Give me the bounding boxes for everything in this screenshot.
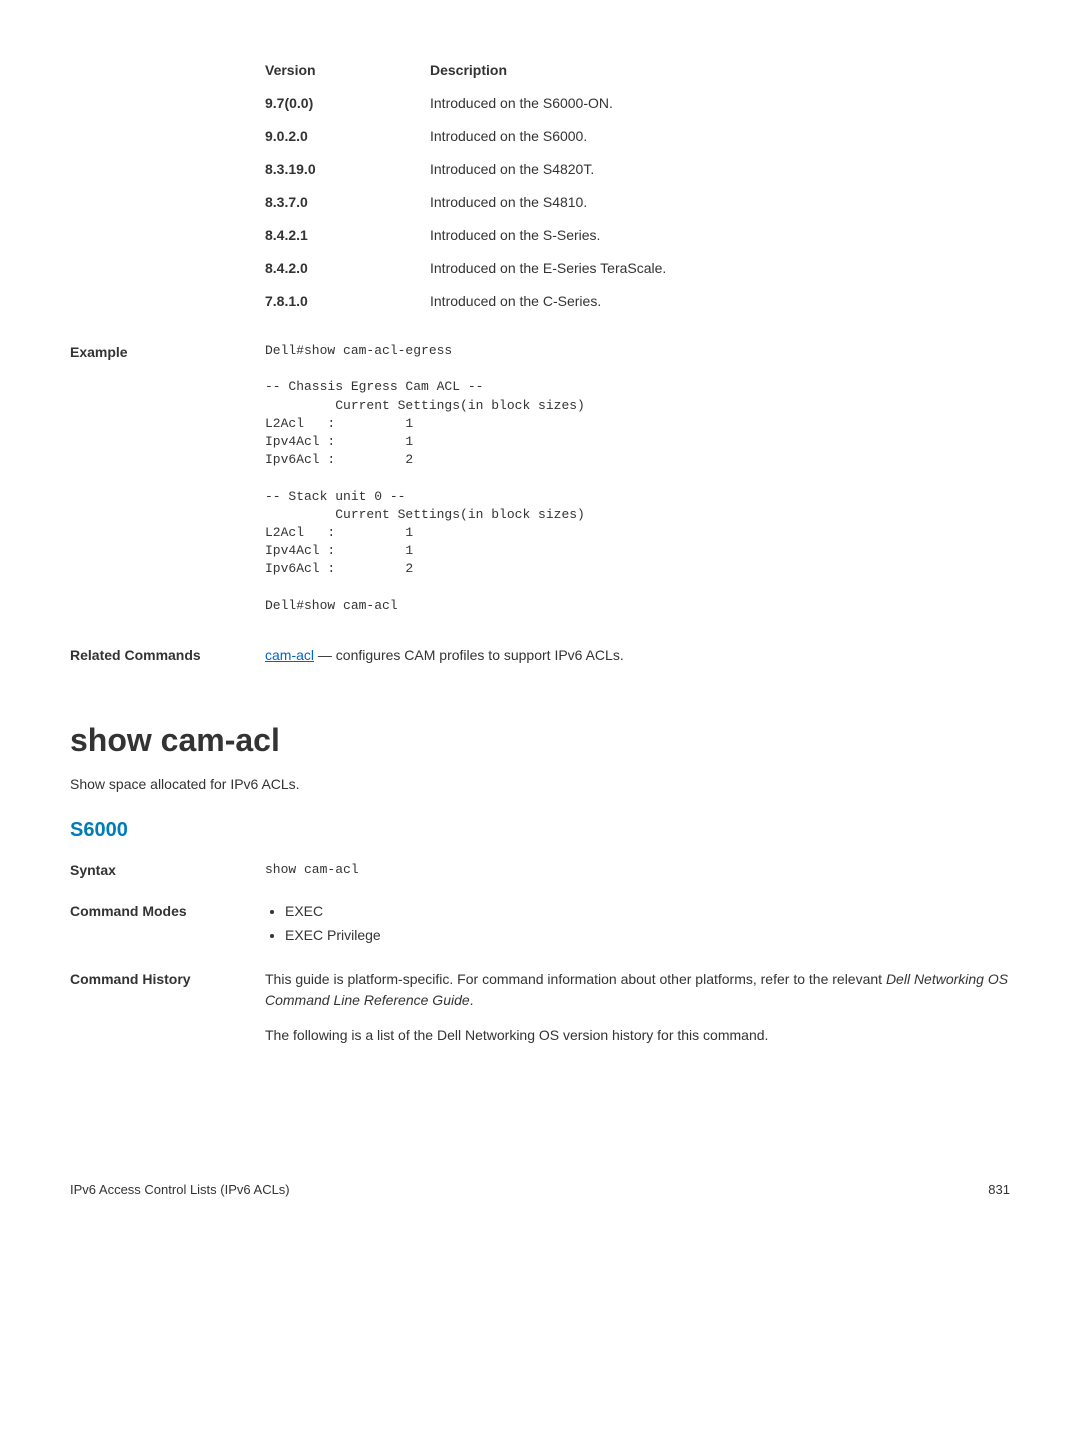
example-section: Example Dell#show cam-acl-egress -- Chas…	[70, 342, 1010, 615]
header-description: Description	[430, 60, 1010, 81]
related-label: Related Commands	[70, 645, 265, 666]
example-label: Example	[70, 342, 265, 615]
version-row: 8.3.19.0 Introduced on the S4820T.	[265, 159, 1010, 180]
syntax-label: Syntax	[70, 860, 265, 881]
description-cell: Introduced on the S-Series.	[430, 225, 1010, 246]
history-section: Command History This guide is platform-s…	[70, 969, 1010, 1060]
description-cell: Introduced on the S4810.	[430, 192, 1010, 213]
version-table: Version Description 9.7(0.0) Introduced …	[265, 60, 1010, 312]
history-para-2: The following is a list of the Dell Netw…	[265, 1025, 1010, 1046]
footer-left: IPv6 Access Control Lists (IPv6 ACLs)	[70, 1180, 290, 1200]
version-table-header: Version Description	[265, 60, 1010, 81]
related-content: cam-acl — configures CAM profiles to sup…	[265, 645, 1010, 666]
related-text: — configures CAM profiles to support IPv…	[314, 647, 624, 663]
description-cell: Introduced on the E-Series TeraScale.	[430, 258, 1010, 279]
modes-section: Command Modes EXEC EXEC Privilege	[70, 901, 1010, 949]
history-para-1: This guide is platform-specific. For com…	[265, 969, 1010, 1011]
page-subtitle: Show space allocated for IPv6 ACLs.	[70, 774, 1010, 795]
version-row: 8.4.2.1 Introduced on the S-Series.	[265, 225, 1010, 246]
modes-item: EXEC	[285, 901, 1010, 922]
platform-heading: S6000	[70, 815, 1010, 845]
version-row: 7.8.1.0 Introduced on the C-Series.	[265, 291, 1010, 312]
syntax-value: show cam-acl	[265, 860, 1010, 881]
version-cell: 8.3.7.0	[265, 192, 430, 213]
description-cell: Introduced on the S6000-ON.	[430, 93, 1010, 114]
cam-acl-link[interactable]: cam-acl	[265, 647, 314, 663]
modes-label: Command Modes	[70, 901, 265, 949]
version-cell: 9.7(0.0)	[265, 93, 430, 114]
version-cell: 8.4.2.0	[265, 258, 430, 279]
description-cell: Introduced on the S6000.	[430, 126, 1010, 147]
example-code: Dell#show cam-acl-egress -- Chassis Egre…	[265, 342, 1010, 615]
modes-list: EXEC EXEC Privilege	[265, 901, 1010, 946]
version-cell: 9.0.2.0	[265, 126, 430, 147]
version-row: 8.4.2.0 Introduced on the E-Series TeraS…	[265, 258, 1010, 279]
version-cell: 8.3.19.0	[265, 159, 430, 180]
description-cell: Introduced on the S4820T.	[430, 159, 1010, 180]
description-cell: Introduced on the C-Series.	[430, 291, 1010, 312]
version-row: 8.3.7.0 Introduced on the S4810.	[265, 192, 1010, 213]
header-version: Version	[265, 60, 430, 81]
history-text-a: This guide is platform-specific. For com…	[265, 971, 886, 987]
history-content: This guide is platform-specific. For com…	[265, 969, 1010, 1060]
modes-item: EXEC Privilege	[285, 925, 1010, 946]
history-text-b: .	[470, 992, 474, 1008]
footer: IPv6 Access Control Lists (IPv6 ACLs) 83…	[70, 1180, 1010, 1200]
related-section: Related Commands cam-acl — configures CA…	[70, 645, 1010, 666]
footer-right: 831	[988, 1180, 1010, 1200]
version-row: 9.0.2.0 Introduced on the S6000.	[265, 126, 1010, 147]
version-row: 9.7(0.0) Introduced on the S6000-ON.	[265, 93, 1010, 114]
syntax-section: Syntax show cam-acl	[70, 860, 1010, 881]
page-heading: show cam-acl	[70, 716, 1010, 764]
history-label: Command History	[70, 969, 265, 1060]
example-content: Dell#show cam-acl-egress -- Chassis Egre…	[265, 342, 1010, 615]
version-cell: 7.8.1.0	[265, 291, 430, 312]
version-cell: 8.4.2.1	[265, 225, 430, 246]
modes-content: EXEC EXEC Privilege	[265, 901, 1010, 949]
